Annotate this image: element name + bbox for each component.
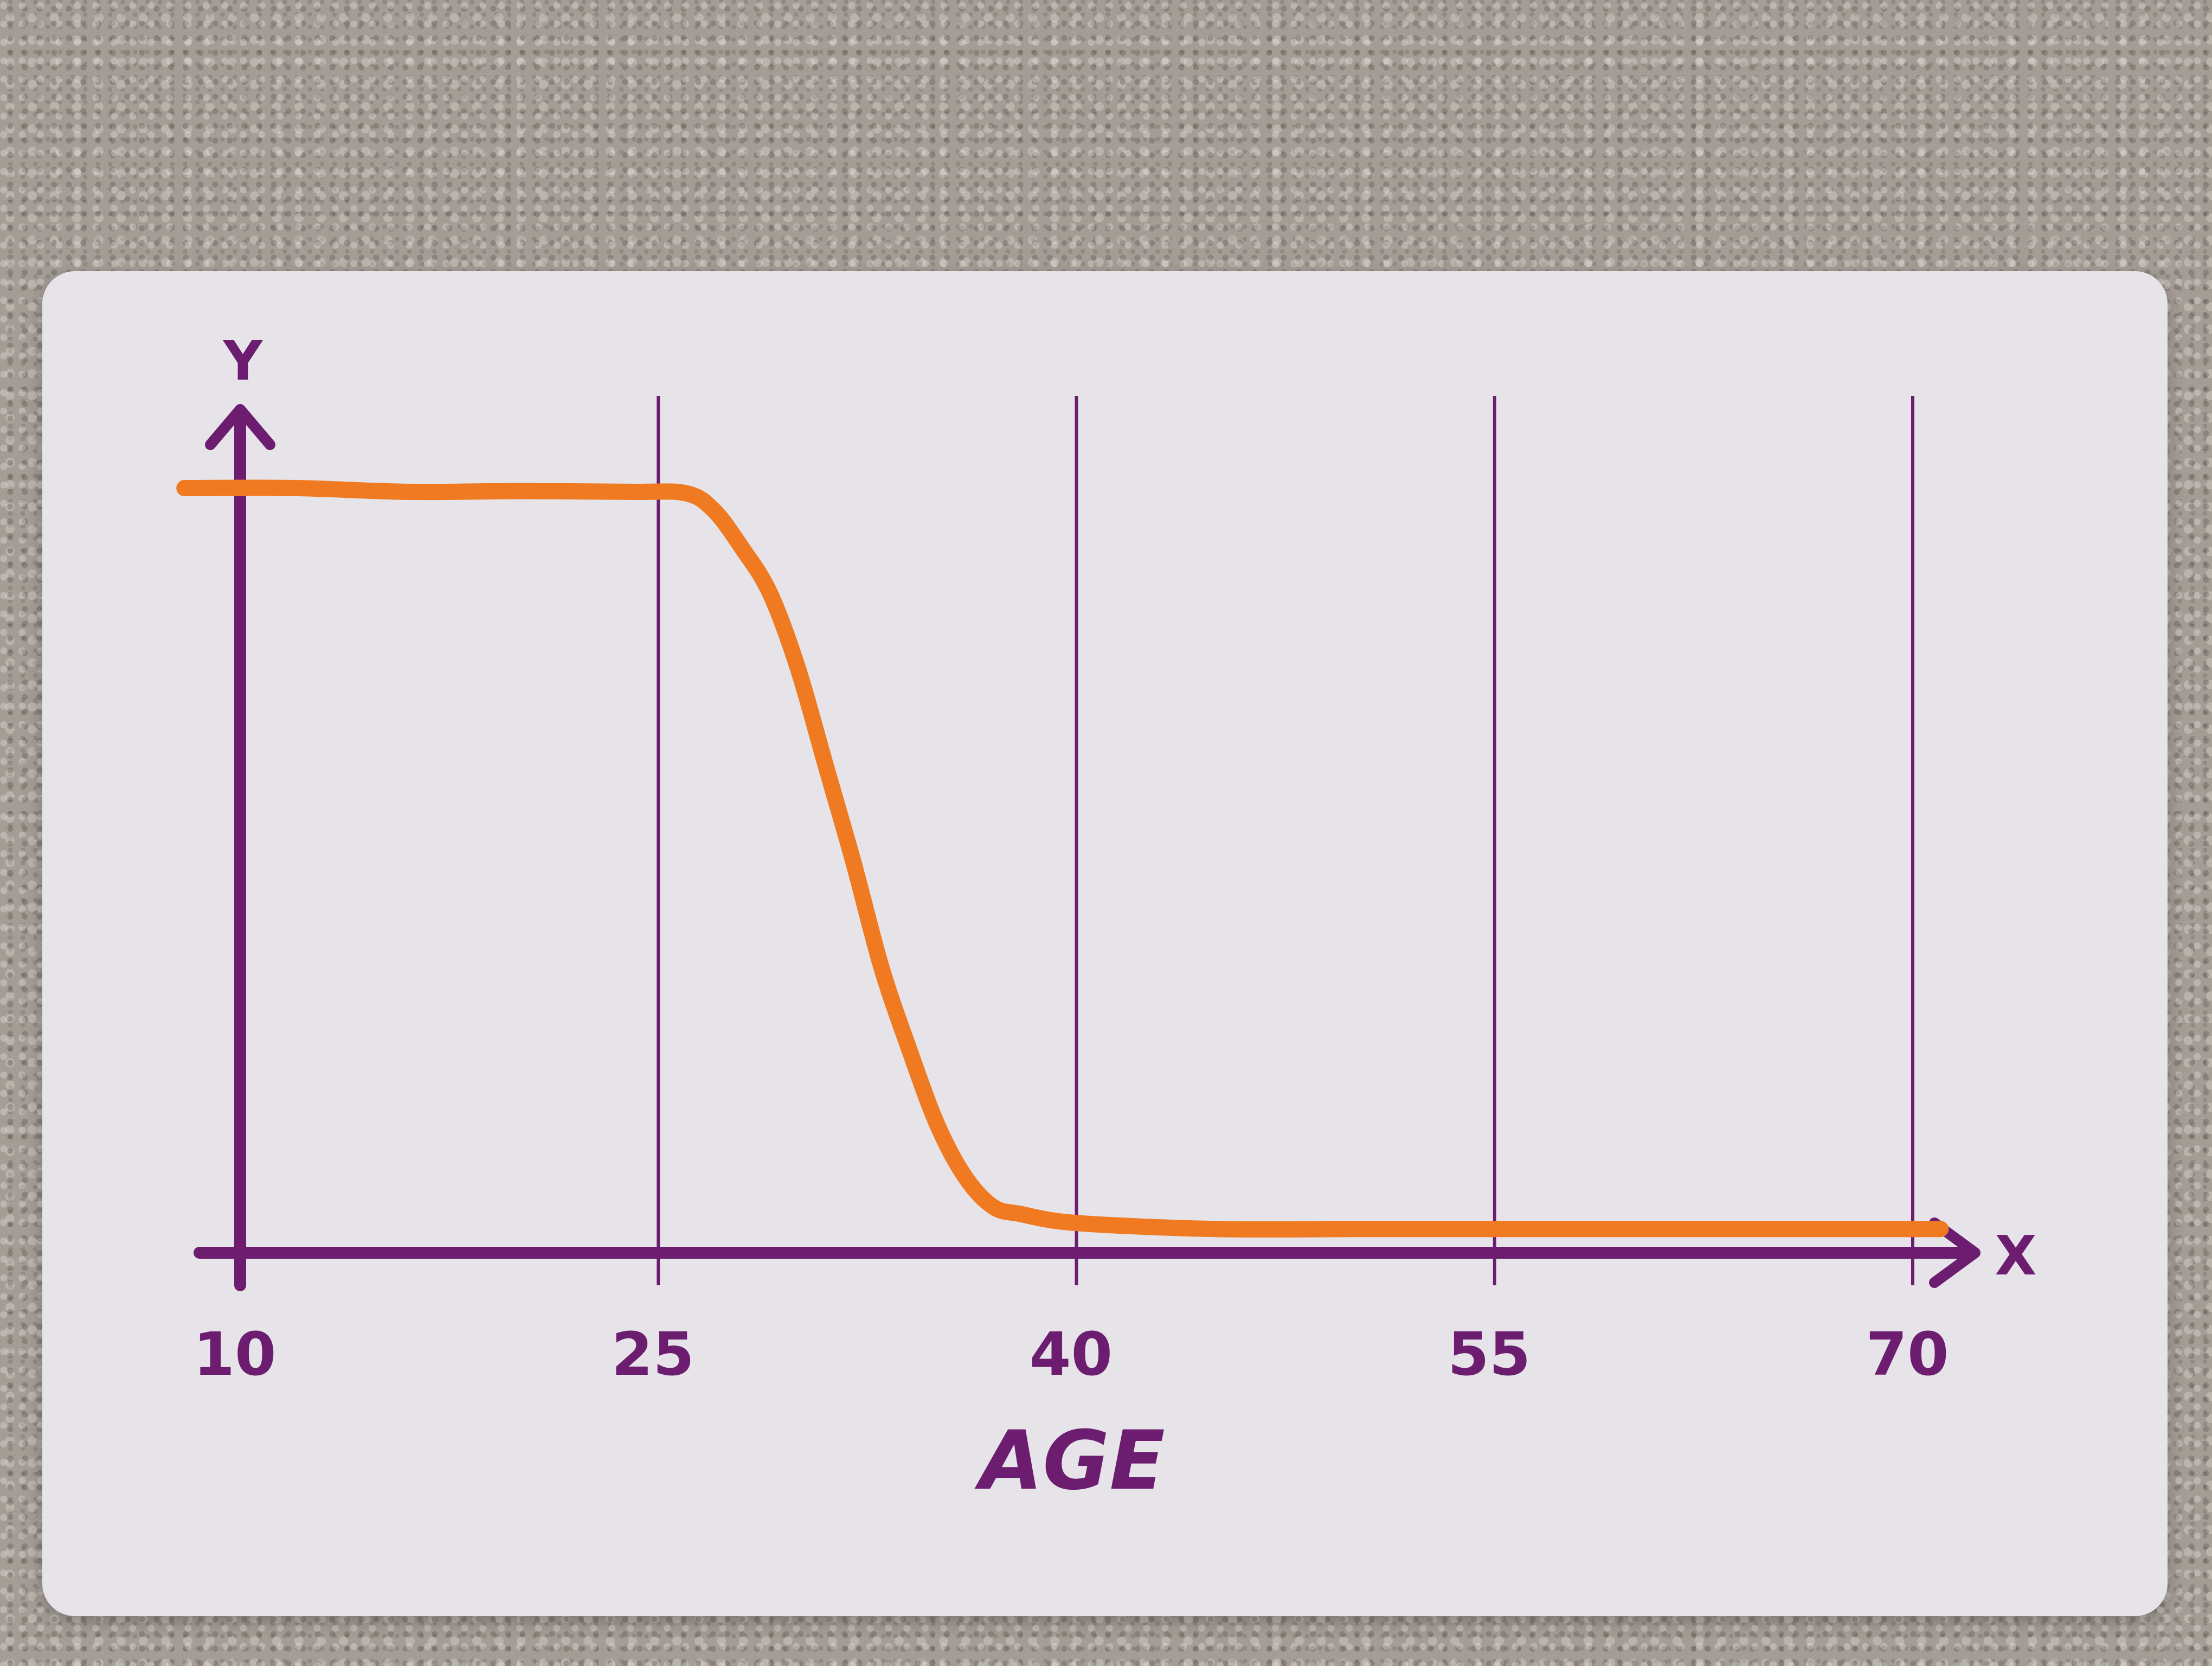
series-line-0 [176, 479, 1949, 1238]
x-axis-title: AGE [974, 1414, 1165, 1508]
y-axis-arrow [205, 404, 275, 450]
y-axis-letter: Y [223, 329, 263, 393]
chart-card: 10 25 40 55 70 Y X AGE [42, 271, 2168, 1616]
x-axis-letter: X [1995, 1224, 2036, 1287]
x-tick-label-40: 40 [1030, 1319, 1113, 1389]
x-axis-arrow [1929, 1218, 1980, 1288]
x-tick-label-10: 10 [193, 1319, 276, 1389]
x-tick-label-70: 70 [1866, 1319, 1949, 1389]
x-tick-label-25: 25 [612, 1319, 695, 1389]
line-chart: 10 25 40 55 70 Y X AGE [176, 329, 2037, 1508]
x-tick-label-55: 55 [1448, 1319, 1531, 1389]
